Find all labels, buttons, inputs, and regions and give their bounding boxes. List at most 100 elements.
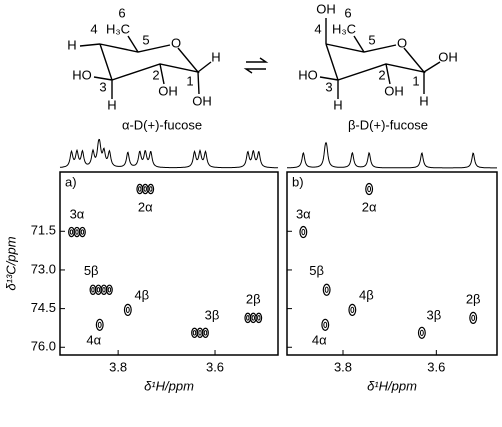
- atom-label: 1: [186, 73, 193, 88]
- peak-contour: [68, 226, 75, 238]
- peak-label: 4α: [312, 332, 327, 347]
- peak-label: 3β: [427, 307, 442, 322]
- x-axis-label: δ¹H/ppm: [367, 378, 417, 393]
- atom-label: H: [211, 49, 220, 64]
- peak-contour: [143, 186, 147, 192]
- peak-label: 2β: [466, 291, 481, 306]
- bond: [79, 35, 212, 99]
- atom-label: H₃C: [332, 21, 356, 36]
- peak-label: 3α: [296, 206, 311, 221]
- peak-contour: [323, 321, 328, 328]
- caption: α-D(+)-fucose: [122, 117, 202, 132]
- x-axis-label: δ¹H/ppm: [144, 378, 194, 393]
- atom-label: OH: [384, 83, 404, 98]
- peak-contour: [251, 315, 255, 321]
- projection-trace: [59, 138, 279, 169]
- panel-label: a): [65, 174, 77, 189]
- peak-contour: [299, 225, 308, 239]
- peak-contour: [138, 186, 142, 192]
- atom-label: 3: [325, 79, 332, 94]
- peak-contour: [367, 185, 372, 193]
- y-tick-label: 76.0: [31, 339, 56, 354]
- peak-contour: [106, 284, 113, 295]
- atom-label: OH: [158, 83, 178, 98]
- peak-label: 4β: [134, 287, 149, 302]
- plot-frame: [286, 171, 498, 356]
- atom-label: O: [171, 35, 181, 50]
- peak-contour: [75, 229, 79, 235]
- peak-contour: [198, 330, 202, 336]
- peak-label: 2α: [362, 199, 377, 214]
- peak-contour: [125, 306, 130, 314]
- peak-contour: [471, 314, 476, 322]
- peak-label: 4α: [86, 332, 101, 347]
- peak-contour: [89, 284, 97, 295]
- peak-contour: [249, 312, 257, 324]
- plot-frame: [59, 171, 279, 356]
- peak-contour: [419, 329, 424, 336]
- atom-label: 1: [412, 73, 419, 88]
- arrow: [243, 57, 269, 74]
- peak-contour: [79, 226, 86, 238]
- peak-contour: [147, 183, 155, 195]
- peak-contour: [321, 318, 330, 331]
- atom-label: 6: [118, 5, 125, 20]
- atom-label: H₃C: [106, 21, 130, 36]
- peak-contour: [91, 287, 95, 293]
- peak-contour: [348, 303, 357, 317]
- peak-contour: [69, 229, 74, 235]
- peak-contour: [123, 303, 132, 317]
- peak-contour: [80, 229, 85, 235]
- beta-structure: [319, 18, 441, 99]
- atom-label: 2: [378, 67, 385, 82]
- atom-label: 4: [314, 21, 321, 36]
- peak-label: 5β: [309, 263, 324, 278]
- bond: [319, 18, 441, 99]
- peak-contour: [191, 327, 198, 339]
- panel-label: b): [292, 174, 304, 189]
- peak-contour: [203, 330, 208, 336]
- atom-label: 4: [90, 21, 97, 36]
- x-tick-label: 3.6: [206, 359, 224, 374]
- x-tick-label: 3.8: [334, 359, 352, 374]
- peak-contour: [196, 327, 204, 339]
- peak-contour: [102, 287, 106, 293]
- peak-label: 4β: [359, 287, 374, 302]
- peak-contour: [246, 315, 250, 321]
- peak-contour: [244, 312, 252, 324]
- peak-contour: [95, 318, 104, 331]
- peak-contour: [365, 182, 374, 196]
- atom-label: H: [107, 97, 116, 112]
- peak-contour: [350, 306, 355, 314]
- peak-label: 5β: [84, 263, 99, 278]
- atom-label: H: [67, 37, 76, 52]
- peak-contour: [73, 226, 81, 238]
- caption: β-D(+)-fucose: [348, 117, 428, 132]
- peak-contour: [322, 283, 331, 296]
- peak-contour: [95, 284, 102, 295]
- atom-label: OH: [438, 49, 458, 64]
- atom-label: 3: [99, 79, 106, 94]
- peak-contour: [107, 287, 112, 293]
- peak-contour: [97, 321, 102, 328]
- y-tick-label: 73.0: [31, 261, 56, 276]
- peak-contour: [417, 326, 426, 339]
- atom-label: 5: [142, 32, 149, 47]
- peak-contour: [202, 327, 209, 339]
- peak-contour: [141, 183, 149, 195]
- equilibrium-arrows: [243, 57, 269, 74]
- peak-contour: [136, 183, 144, 195]
- y-axis-label: δ¹³C/ppm: [3, 236, 18, 290]
- atom-label: H: [419, 93, 428, 108]
- peak-label: 2α: [138, 199, 153, 214]
- peak-label: 2β: [246, 291, 261, 306]
- atom-label: O: [397, 35, 407, 50]
- peak-contour: [255, 312, 263, 324]
- atom-label: H: [333, 97, 342, 112]
- atom-label: 6: [344, 5, 351, 20]
- peak-contour: [469, 311, 478, 325]
- peak-contour: [257, 315, 261, 321]
- atom-label: 5: [368, 32, 375, 47]
